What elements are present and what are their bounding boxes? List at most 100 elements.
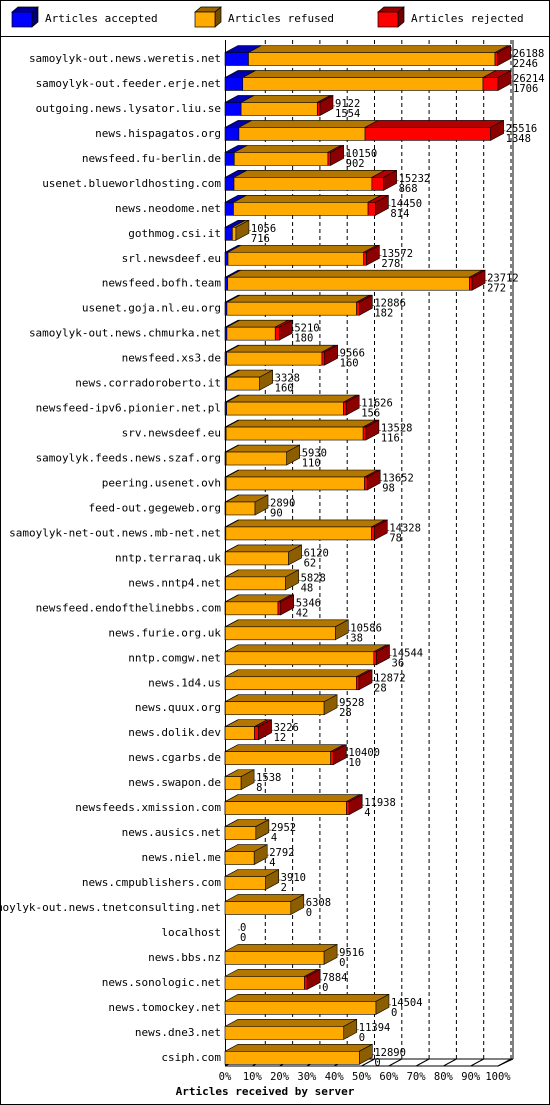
- bar-side: [366, 469, 381, 491]
- accepted-label: 28: [339, 707, 352, 719]
- bar-segment: [240, 95, 331, 116]
- legend-label: Articles accepted: [45, 12, 158, 25]
- total-label: 23712: [487, 273, 519, 285]
- y-tick-label: newsfeed.xs3.de: [122, 352, 221, 365]
- y-tick-label: samoylyk-out.feeder.erje.net: [36, 77, 221, 90]
- bar-front: [224, 751, 331, 765]
- bar-segment: [227, 244, 377, 266]
- bar-side: [279, 319, 293, 341]
- accepted-label: 2: [281, 882, 287, 894]
- bar-side: [265, 869, 279, 891]
- legend-swatch: [377, 6, 405, 28]
- bar-front: [364, 127, 491, 141]
- y-tick-label: news.sonologic.net: [102, 976, 221, 989]
- bar-front: [224, 951, 325, 965]
- bar-side: [490, 119, 504, 141]
- legend-swatch-front: [377, 11, 399, 28]
- bar-front: [224, 102, 242, 116]
- y-tick-label: samoylyk.feeds.news.szaf.org: [36, 452, 221, 465]
- total-label: 15232: [399, 173, 431, 185]
- y-tick-label: newsfeeds.xmission.com: [75, 801, 221, 814]
- bar-side: [366, 244, 380, 266]
- bar-segment: [233, 145, 342, 166]
- legend-label: Articles refused: [228, 12, 334, 25]
- bar-segment: [304, 968, 321, 990]
- total-label: 2952: [271, 822, 296, 834]
- bar-top: [227, 269, 483, 278]
- bar-segment: [225, 594, 292, 616]
- bar-side: [497, 44, 512, 67]
- y-tick-label: news.dolik.dev: [128, 726, 221, 739]
- bar-segment: [225, 519, 385, 541]
- total-label: 9528: [339, 697, 364, 709]
- x-tick: [361, 1058, 375, 1067]
- bar-top: [234, 145, 342, 153]
- total-label: 6120: [304, 547, 329, 559]
- y-tick-label: news.swapon.de: [128, 776, 221, 789]
- bar-side: [348, 794, 363, 816]
- bar-segment: [225, 444, 300, 466]
- bar-side: [345, 394, 360, 416]
- bar-top: [238, 120, 379, 128]
- bar-segment: [364, 119, 504, 141]
- accepted-label: 180: [294, 333, 313, 345]
- y-tick-label: usenet.blueworldhosting.com: [42, 177, 221, 190]
- bar-segment: [371, 169, 397, 191]
- bar-front: [224, 701, 325, 716]
- legend-swatch: [11, 6, 39, 28]
- total-label: 3910: [281, 872, 306, 884]
- bar-front: [224, 1051, 360, 1065]
- bar-front: [224, 651, 375, 666]
- bar-front: [248, 52, 496, 66]
- bar-side: [286, 444, 300, 466]
- bar-top: [224, 744, 344, 752]
- bar-side: [334, 619, 349, 641]
- bar-front: [240, 102, 318, 116]
- y-tick-label: peering.usenet.ovh: [102, 476, 221, 489]
- y-tick-label: samoylyk-net-out.news.mb-net.net: [9, 526, 221, 539]
- bar-segment: [233, 170, 386, 191]
- total-label: 3328: [275, 373, 300, 385]
- bar-side: [319, 94, 334, 116]
- total-label: 11394: [359, 1022, 391, 1034]
- accepted-label: 0: [339, 957, 345, 969]
- x-tick-label: 70%: [407, 1071, 427, 1083]
- total-label: 12890: [374, 1047, 406, 1059]
- bar-top: [224, 794, 360, 802]
- y-tick-label: srv.newsdeef.eu: [122, 427, 221, 440]
- bar-front: [254, 726, 259, 740]
- bar-front: [224, 226, 233, 241]
- bar-segment: [224, 669, 370, 691]
- bar-segment: [224, 943, 338, 965]
- chart-title: Articles received by server: [176, 1085, 355, 1098]
- bar-front: [232, 226, 237, 241]
- bar-front: [364, 476, 368, 491]
- x-tick-label: 90%: [461, 1071, 481, 1083]
- bar-top: [233, 170, 386, 178]
- total-label: 10150: [346, 148, 378, 160]
- bar-top: [226, 294, 370, 303]
- bar-side: [324, 344, 338, 366]
- bar-top: [224, 1044, 373, 1052]
- bar-segment: [469, 269, 486, 291]
- accepted-label: 4: [271, 832, 277, 844]
- bar-segment: [224, 644, 387, 666]
- bar-segment: [226, 369, 273, 391]
- bar-front: [367, 202, 376, 216]
- bar-segment: [321, 344, 338, 366]
- bar-segment: [327, 144, 344, 166]
- bar-front: [225, 526, 372, 541]
- total-label: 9516: [339, 947, 364, 959]
- y-tick-label: srl.newsdeef.eu: [122, 252, 221, 265]
- y-tick-label: csiph.com: [161, 1051, 221, 1064]
- accepted-label: 8: [256, 782, 262, 794]
- y-tick-label: news.nntp4.net: [128, 576, 221, 589]
- accepted-label: 36: [392, 657, 405, 669]
- bar-side: [359, 294, 373, 316]
- bar-top: [226, 344, 336, 353]
- total-label: 2792: [269, 847, 294, 859]
- accepted-label: 78: [389, 532, 402, 544]
- bar-front: [224, 876, 266, 890]
- bar-front: [226, 351, 323, 366]
- bar-top: [225, 619, 349, 628]
